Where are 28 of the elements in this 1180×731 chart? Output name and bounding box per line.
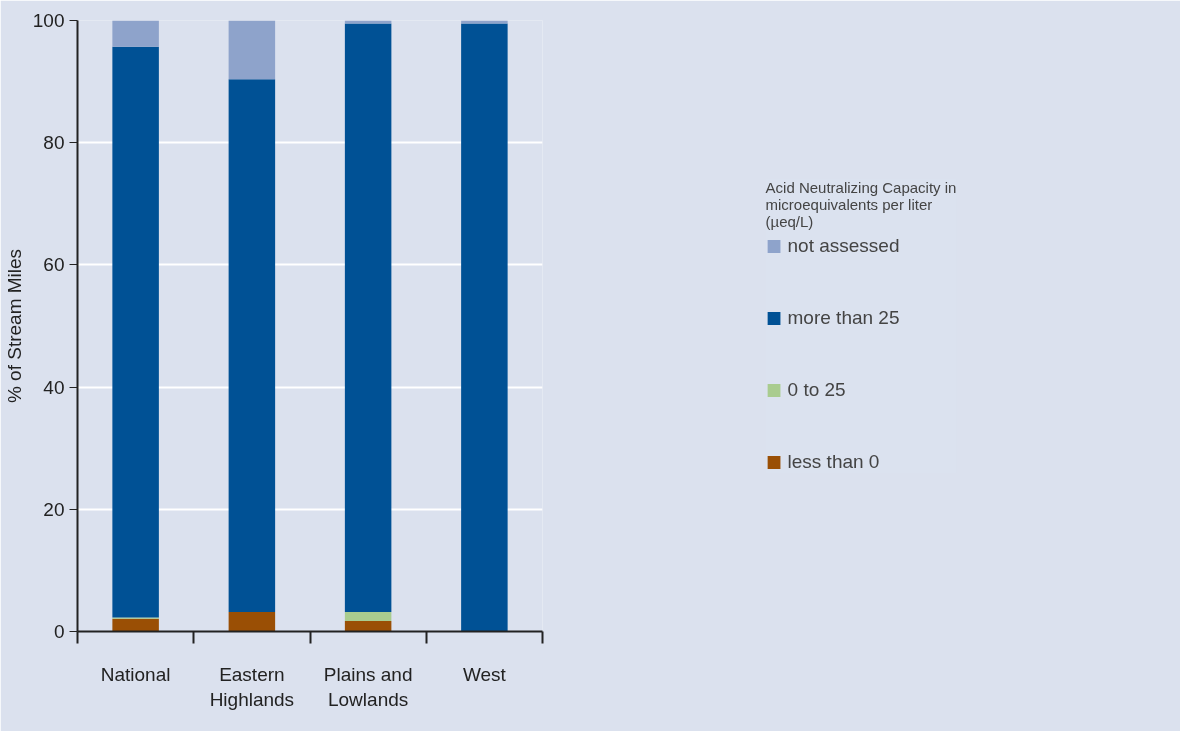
bar — [112, 20, 159, 47]
legend-title: Acid Neutralizing Capacity in microequivalents per liter (µeq/L) — [765, 178, 957, 230]
y-tick-label: 0 — [53, 621, 65, 642]
y-tick-label: 40 — [43, 376, 65, 398]
x-tick-label: National — [100, 663, 171, 685]
bar — [112, 46, 159, 618]
bar — [344, 611, 392, 622]
legend-label: less than 0 — [787, 450, 880, 473]
legend-label: 0 to 25 — [787, 378, 846, 401]
y-tick-label: 100 — [32, 10, 65, 31]
legend-label: not assessed — [787, 234, 900, 257]
bar — [228, 79, 276, 612]
x-tick-label: West — [462, 663, 507, 685]
bar — [112, 618, 159, 632]
y-tick-label: 60 — [43, 254, 65, 276]
bar — [344, 20, 392, 24]
bar — [461, 23, 508, 632]
legend-label: more than 25 — [787, 306, 900, 329]
y-tick-label: 80 — [43, 132, 65, 154]
bar — [228, 20, 276, 80]
x-tick-label: Eastern Highlands — [209, 663, 295, 710]
bar — [228, 611, 276, 632]
x-tick-label: Plains and Lowlands — [323, 663, 413, 710]
bar — [344, 621, 392, 632]
bar — [344, 23, 392, 612]
y-axis-title: % of Stream Miles — [3, 248, 25, 404]
bar — [461, 20, 508, 24]
y-tick-label: 20 — [43, 498, 65, 520]
